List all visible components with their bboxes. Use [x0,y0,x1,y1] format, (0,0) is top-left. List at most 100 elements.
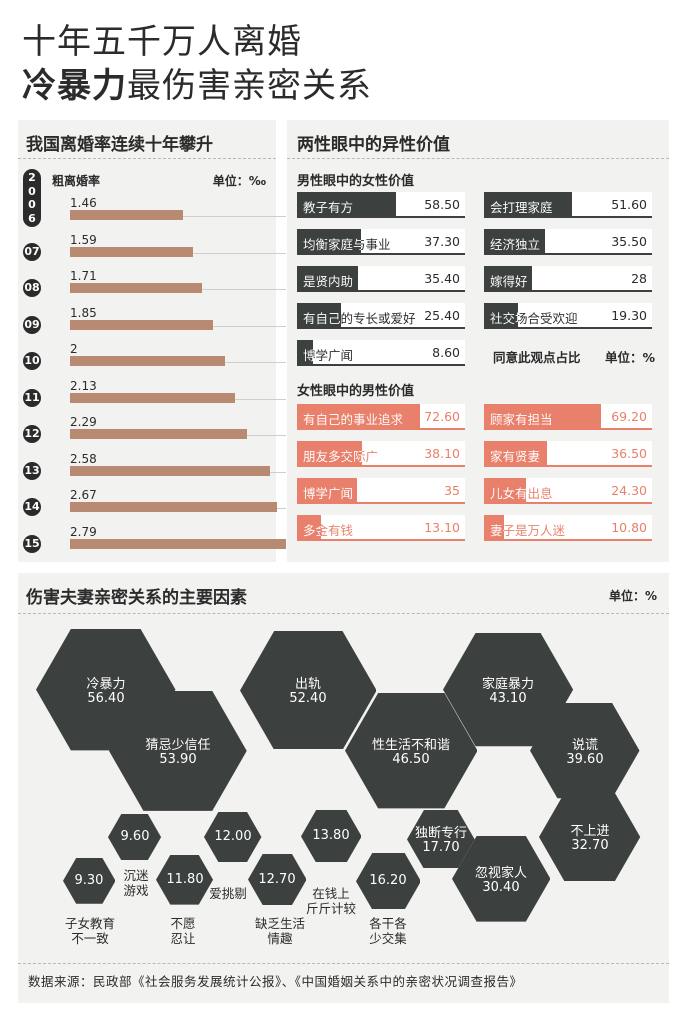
value-bar-number: 58.50 [424,197,460,212]
factors-panel: 伤害夫妻亲密关系的主要因素 单位：% 冷暴力 56.40 猜忌少信任 53.90 出轨 5… [18,573,669,1003]
hexagon-shape [530,703,640,799]
value-bar-label: 会打理家庭 [490,197,553,216]
value-bar: 朋友多交际广 38.10 [297,441,465,467]
hex-value: 11.80 [166,871,204,887]
hex-caption-line: 游戏 [123,883,149,898]
hex-5: 说谎 39.60 [530,703,640,799]
year-label: 07 [23,242,41,261]
hex-value: 16.20 [369,872,407,888]
hex-4: 家庭暴力 43.10 [442,633,574,747]
value-bar: 教子有方 58.50 [297,192,465,218]
rate-bar [70,502,277,512]
hexagon-fill [204,812,262,862]
rate-value-label: 2.13 [70,378,97,393]
hex-8: 独断专行 17.70 [407,809,475,869]
value-bar-label: 博学广闻 [303,483,353,502]
hexagon-shape [344,693,478,809]
source-divider [18,963,669,964]
value-bar: 博学广闻 8.60 [297,340,465,366]
factors-divider [18,613,669,614]
hexagon-fill [239,630,377,750]
hexagon-shape [239,630,377,750]
hex-value: 43.10 [489,690,527,706]
value-bar: 社交场合受欢迎 19.30 [484,303,652,329]
hex-caption: 不愿 忍让 [143,916,223,946]
hex-value: 46.50 [392,751,430,767]
rate-bar [70,392,235,403]
value-bar-label: 妻子是万人迷 [490,520,565,539]
hex-label: 不上进 [570,823,610,839]
rate-bar [70,429,248,439]
value-bar-fill [486,229,545,253]
year-char: 6 [28,211,36,225]
hex-label: 家庭暴力 [481,676,534,692]
hex-caption-line: 不一致 [71,931,109,946]
year-label: 14 [23,498,41,516]
rate-bar [70,283,203,293]
hexagon-fill [300,809,362,863]
hexagon-shape [539,792,641,882]
value-bar-number: 28 [631,271,647,286]
value-bar-label: 是贤内助 [303,271,353,290]
hex-value: 53.90 [159,751,197,767]
hex-11: 12.70 [247,854,307,906]
value-bar: 顾家有担当 69.20 [484,404,652,430]
hexagon-shape [62,858,116,904]
year-label: 12 [23,425,41,443]
value-bar-label: 家有贤妻 [490,446,540,465]
hex-caption-line: 在钱上 [312,886,350,901]
value-bar-label: 顾家有担当 [490,409,553,428]
main-title-rest: 最伤害亲密关系 [127,66,372,106]
value-bar-fill [486,478,527,502]
value-bar-number: 38.10 [424,446,460,461]
hex-value: 39.60 [566,751,604,767]
value-bar-fill [486,303,519,327]
value-bar-label: 儿女有出息 [490,483,553,502]
rate-bar [70,246,194,257]
hexagon-shape [407,809,475,869]
value-bar: 有自己的事业追求 72.60 [297,404,465,430]
value-bar-label: 均衡家庭与事业 [303,234,391,253]
hexagon-fill [108,813,162,861]
rate-bar [70,538,286,549]
value-bar-fill [299,303,342,327]
factors-title: 伤害夫妻亲密关系的主要因素 [26,588,247,608]
value-bar-fill [486,441,547,465]
value-bar-label: 有自己的事业追求 [303,409,403,428]
year-label: 10 [23,352,41,370]
hex-6: 不上进 32.70 [539,792,641,882]
rate-value-label: 2.79 [70,524,97,539]
hexagon-fill [109,691,247,811]
year-label: 09 [23,315,41,334]
hexagon-fill [451,836,551,922]
value-bar-number: 25.40 [424,308,460,323]
values-divider [287,158,669,159]
hexagon-fill [530,703,640,799]
hexagon-shape [355,852,421,910]
hexagon-fill [355,852,421,910]
hex-9: 16.20 [355,852,421,910]
hex-caption-line: 不愿 [170,916,196,931]
value-bar-fill [299,340,314,364]
values-note: 同意此观点占比 [493,350,581,365]
value-bar: 会打理家庭 51.60 [484,192,652,218]
hex-caption-line: 缺乏生活 [254,916,305,931]
value-bar-number: 72.60 [424,409,460,424]
hex-label: 独断专行 [414,825,467,841]
value-bar-label: 教子有方 [303,197,353,216]
value-bar-number: 51.60 [611,197,647,212]
hex-caption: 缺乏生活 情趣 [240,916,320,946]
rate-legend: 粗离婚率 [52,174,101,188]
hex-label: 冷暴力 [86,676,126,692]
rate-value-label: 2.29 [70,415,97,429]
values-panel: 两性眼中的异性价值 男性眼中的女性价值 教子有方 58.50 会打理家庭 51.60 均… [287,120,669,562]
value-bar-label: 经济独立 [490,234,540,253]
hex-caption: 爱挑剔 [188,886,268,901]
hex-value: 32.70 [571,837,609,853]
main-title-bold: 冷暴力 [22,66,127,106]
hex-label: 出轨 [294,676,321,692]
hexagon-shape [156,855,214,905]
hex-10: 13.80 [300,809,362,863]
value-bar-label: 多金有钱 [303,520,353,539]
value-bar: 博学广闻 35 [297,478,465,504]
